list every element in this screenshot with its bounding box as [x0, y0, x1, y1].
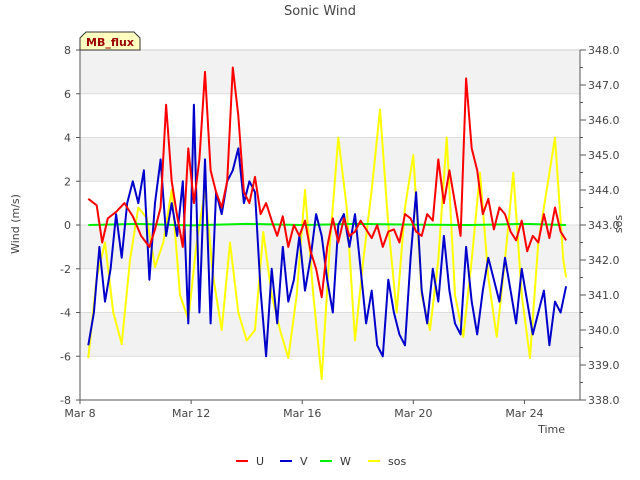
plot-band [80, 50, 580, 94]
left-axis-tick-label: 6 [64, 88, 71, 101]
left-axis-tick-label: 0 [64, 219, 71, 232]
left-axis-tick-label: 2 [64, 175, 71, 188]
right-axis-tick-label: 341.0 [588, 289, 620, 302]
right-axis-tick-label: 342.0 [588, 254, 620, 267]
left-axis: -8 -6 -4 -2 0 2 4 6 8 [60, 44, 81, 407]
legend-label-u: U [256, 455, 264, 468]
x-axis: Mar 8 Mar 12 Mar 16 Mar 20 Mar 24 [64, 399, 580, 420]
series-line-w [88, 222, 567, 227]
left-axis-tick-label: -4 [60, 307, 71, 320]
right-axis-tick-label: 344.0 [588, 184, 620, 197]
x-axis-tick-label: Mar 16 [283, 407, 321, 420]
right-axis-tick-label: 340.0 [588, 324, 620, 337]
plot-band [80, 137, 580, 182]
series-line-sos [87, 108, 568, 380]
y2-axis-label: sos [612, 215, 625, 233]
badge: MB_flux [79, 31, 141, 51]
right-axis-tick-label: 348.0 [588, 44, 620, 57]
x-axis-tick-label: Mar 20 [394, 407, 432, 420]
left-axis-tick-label: 4 [64, 132, 71, 145]
left-axis-tick-label: -6 [60, 350, 71, 363]
right-axis-tick-label: 346.0 [588, 114, 620, 127]
chart-title: Sonic Wind [284, 4, 356, 19]
left-axis-tick-label: -2 [60, 263, 71, 276]
legend-label-w: W [340, 455, 351, 468]
y-axis-label: Wind (m/s) [9, 194, 22, 254]
series-line-v [87, 103, 568, 358]
legend-label-v: V [300, 455, 308, 468]
badge-label: MB_flux [86, 36, 134, 49]
right-axis: 338.0 339.0 340.0 341.0 342.0 343.0 344.0 345.0… [579, 44, 620, 407]
plot-band [80, 356, 580, 400]
x-axis-label: Time [537, 423, 565, 436]
legend-label-sos: sos [388, 455, 406, 468]
x-axis-tick-label: Mar 24 [505, 407, 543, 420]
right-axis-tick-label: 339.0 [588, 359, 620, 372]
series-line-u [87, 66, 567, 299]
left-axis-tick-label: -8 [60, 394, 71, 407]
left-axis-tick-label: 8 [64, 44, 71, 57]
right-axis-tick-label: 343.0 [588, 219, 620, 232]
badge-box [79, 31, 141, 51]
x-axis-tick-label: Mar 12 [172, 407, 210, 420]
x-axis-tick-label: Mar 8 [64, 407, 95, 420]
right-axis-tick-label: 345.0 [588, 149, 620, 162]
plot-band [80, 93, 580, 138]
right-axis-tick-label: 347.0 [588, 79, 620, 92]
series-layer [87, 66, 568, 380]
right-axis-tick-label: 338.0 [588, 394, 620, 407]
plot-band [80, 312, 580, 357]
